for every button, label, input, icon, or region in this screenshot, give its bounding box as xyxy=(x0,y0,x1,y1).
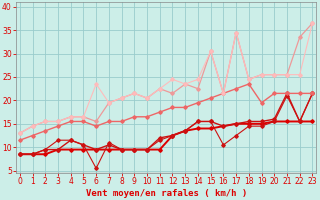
X-axis label: Vent moyen/en rafales ( km/h ): Vent moyen/en rafales ( km/h ) xyxy=(85,189,247,198)
